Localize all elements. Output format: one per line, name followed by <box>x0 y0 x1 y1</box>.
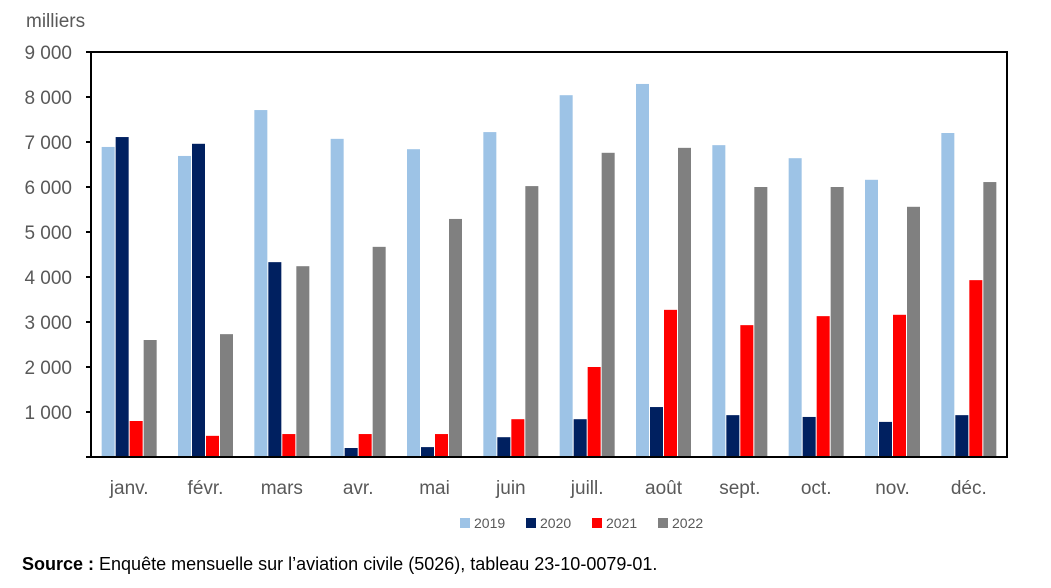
y-tick-label: 1 000 <box>24 403 72 424</box>
bar-2021-déc. <box>969 280 983 457</box>
bar-2020-août <box>650 407 663 457</box>
bar-2020-oct. <box>802 416 816 457</box>
bar-2022-déc. <box>983 182 997 458</box>
source-label: Source : <box>22 554 95 574</box>
bar-2019-févr. <box>178 155 191 457</box>
x-tick-label: déc. <box>951 478 987 499</box>
y-tick-label: 9 000 <box>24 43 72 64</box>
y-tick-label: 6 000 <box>24 178 72 199</box>
x-tick-label: août <box>645 478 683 499</box>
legend-swatch-2021 <box>592 518 602 528</box>
bar-2022-oct. <box>830 187 844 457</box>
x-tick-label: oct. <box>801 478 832 499</box>
legend-swatch-2022 <box>658 518 668 528</box>
x-tick-label: févr. <box>188 478 224 499</box>
legend-swatch-2020 <box>526 518 536 528</box>
bar-2021-janv. <box>129 421 143 457</box>
bar-2021-juill. <box>587 367 601 457</box>
bar-2022-janv. <box>143 340 157 457</box>
bar-2019-sept. <box>712 145 726 457</box>
x-tick-label: mars <box>261 478 303 499</box>
bar-2022-mai <box>449 218 462 457</box>
bar-2022-juin <box>525 186 539 457</box>
y-tick-label: 8 000 <box>24 88 72 109</box>
legend-label-2022: 2022 <box>672 515 703 531</box>
legend-label-2019: 2019 <box>474 515 505 531</box>
bar-2022-févr. <box>220 334 233 457</box>
bar-2021-juin <box>511 419 525 457</box>
bar-2021-mai <box>435 434 448 457</box>
bar-2020-janv. <box>115 137 129 458</box>
legend-label-2020: 2020 <box>540 515 571 531</box>
x-tick-label: juill. <box>570 478 604 499</box>
source-note: Source : Enquête mensuelle sur l’aviatio… <box>22 554 657 575</box>
bar-2020-juin <box>497 437 511 457</box>
bar-2020-juill. <box>573 419 587 457</box>
bar-2019-juill. <box>559 95 573 457</box>
bar-2020-mars <box>268 262 282 457</box>
bar-2019-août <box>636 83 649 457</box>
bar-chart: milliers 1 000 2 000 3 000 4 000 5 000 6 000 7 … <box>24 11 1008 531</box>
x-tick-label: mai <box>419 478 450 499</box>
bar-2020-sept. <box>726 415 740 457</box>
x-tick-label: sept. <box>719 478 760 499</box>
bar-2022-sept. <box>754 187 768 457</box>
bar-2022-août <box>678 147 691 457</box>
bar-2021-sept. <box>740 325 754 457</box>
bar-2021-août <box>664 309 677 457</box>
bar-2021-oct. <box>816 316 830 457</box>
bar-2021-févr. <box>206 435 219 457</box>
bar-2020-mai <box>421 447 434 457</box>
y-tick-label: 2 000 <box>24 358 72 379</box>
bar-2019-juin <box>483 132 497 457</box>
bar-2020-nov. <box>879 421 892 457</box>
legend-swatch-2019 <box>460 518 470 528</box>
plot-area-border <box>90 51 1008 458</box>
legend-label-2021: 2021 <box>606 515 637 531</box>
x-tick-label: janv. <box>109 478 149 499</box>
bar-2021-mars <box>282 434 296 457</box>
y-tick-label: 7 000 <box>24 133 72 154</box>
y-tick-label: 4 000 <box>24 268 72 289</box>
bar-2019-mars <box>254 110 268 458</box>
y-tick-label: 5 000 <box>24 223 72 244</box>
bar-2022-nov. <box>907 206 920 457</box>
bar-2019-avr. <box>330 138 344 457</box>
y-tick-label: 3 000 <box>24 313 72 334</box>
x-tick-label: nov. <box>875 478 910 499</box>
x-tick-label: juin <box>495 478 526 499</box>
bar-2019-déc. <box>941 133 955 457</box>
bar-2021-nov. <box>893 314 906 457</box>
bar-2019-nov. <box>865 179 878 458</box>
bar-2022-mars <box>296 266 310 457</box>
y-axis-label: milliers <box>26 11 85 32</box>
bar-2019-oct. <box>788 158 802 457</box>
bar-2019-mai <box>407 149 420 457</box>
bar-2020-déc. <box>955 415 969 457</box>
bar-2020-févr. <box>192 143 205 458</box>
bar-2022-avr. <box>372 246 386 457</box>
source-text: Enquête mensuelle sur l’aviation civile … <box>94 554 658 574</box>
bar-2022-juill. <box>601 152 615 458</box>
bar-2019-janv. <box>101 146 115 457</box>
bar-2020-avr. <box>344 448 358 457</box>
bar-2021-avr. <box>358 434 372 457</box>
x-tick-label: avr. <box>343 478 374 499</box>
